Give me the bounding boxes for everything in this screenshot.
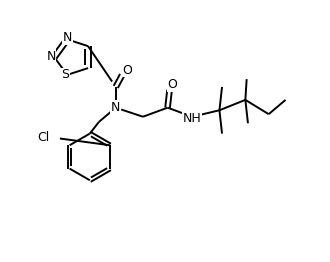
Text: Cl: Cl xyxy=(37,131,49,144)
Text: O: O xyxy=(167,78,177,91)
Text: N: N xyxy=(111,101,120,114)
Text: S: S xyxy=(61,68,69,81)
Text: N: N xyxy=(63,31,72,44)
Text: N: N xyxy=(46,50,56,63)
Text: O: O xyxy=(122,64,132,77)
Text: NH: NH xyxy=(183,112,202,124)
